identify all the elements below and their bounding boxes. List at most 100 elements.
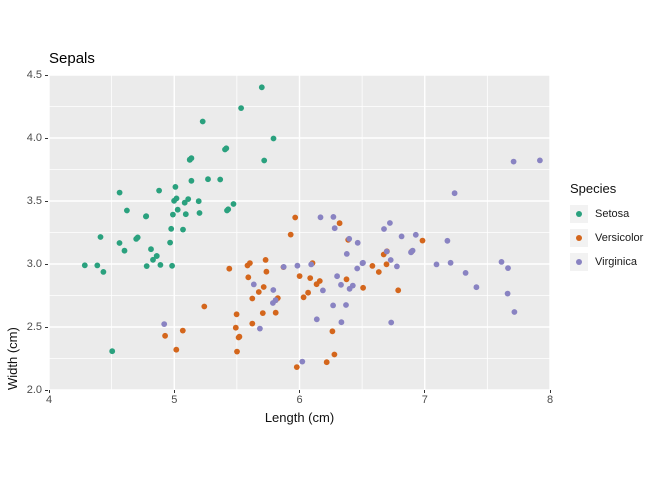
y-tick-mark bbox=[45, 137, 48, 139]
data-point-virginica bbox=[387, 220, 393, 226]
data-point-setosa bbox=[109, 348, 116, 355]
data-point-versicolor bbox=[293, 364, 300, 370]
data-point-virginica bbox=[250, 281, 257, 288]
data-point-setosa bbox=[157, 262, 164, 268]
legend-dot-icon bbox=[576, 211, 582, 217]
data-point-virginica bbox=[320, 287, 326, 294]
data-point-virginica bbox=[537, 157, 543, 164]
data-point-setosa bbox=[196, 210, 203, 216]
x-tick-label: 8 bbox=[546, 394, 554, 406]
data-point-virginica bbox=[383, 248, 390, 255]
data-point-virginica bbox=[343, 251, 350, 257]
data-point-versicolor bbox=[272, 309, 279, 316]
data-point-virginica bbox=[334, 273, 340, 280]
data-point-virginica bbox=[398, 233, 405, 240]
data-point-setosa bbox=[172, 184, 179, 190]
data-point-virginica bbox=[504, 290, 511, 297]
data-point-versicolor bbox=[296, 273, 303, 279]
data-point-setosa bbox=[224, 207, 230, 214]
data-point-setosa bbox=[195, 198, 202, 205]
data-point-virginica bbox=[462, 270, 469, 276]
data-point-virginica bbox=[394, 263, 400, 270]
data-point-setosa bbox=[180, 226, 186, 233]
data-point-setosa bbox=[270, 135, 277, 142]
x-tick-label: 5 bbox=[171, 394, 178, 406]
x-tick-mark bbox=[173, 390, 175, 393]
data-point-setosa bbox=[181, 199, 188, 206]
data-point-virginica bbox=[444, 237, 451, 244]
data-point-versicolor bbox=[173, 346, 180, 353]
data-point-setosa bbox=[261, 157, 268, 164]
legend-dot-icon bbox=[576, 259, 582, 265]
data-point-versicolor bbox=[336, 220, 343, 227]
data-point-setosa bbox=[148, 246, 154, 253]
data-point-setosa bbox=[173, 195, 180, 202]
data-point-virginica bbox=[388, 319, 395, 326]
data-point-virginica bbox=[294, 262, 301, 269]
data-point-versicolor bbox=[292, 214, 299, 221]
data-point-setosa bbox=[121, 247, 128, 254]
data-point-virginica bbox=[505, 265, 511, 271]
data-point-versicolor bbox=[179, 327, 186, 334]
data-point-versicolor bbox=[383, 261, 390, 268]
data-point-versicolor bbox=[249, 320, 256, 327]
data-point-versicolor bbox=[287, 231, 294, 238]
y-tick-label: 2.0 bbox=[26, 383, 42, 396]
data-point-virginica bbox=[338, 281, 344, 288]
data-point-setosa bbox=[188, 155, 195, 162]
data-point-virginica bbox=[299, 358, 306, 365]
data-point-versicolor bbox=[232, 324, 239, 331]
data-point-virginica bbox=[381, 226, 387, 232]
y-tick-label: 4.5 bbox=[26, 68, 42, 81]
data-point-setosa bbox=[81, 262, 88, 269]
data-point-setosa bbox=[188, 177, 195, 184]
data-point-virginica bbox=[349, 282, 356, 289]
data-point-versicolor bbox=[262, 257, 269, 263]
data-point-virginica bbox=[498, 259, 505, 265]
data-point-virginica bbox=[330, 302, 336, 309]
legend-item-virginica: Virginica bbox=[570, 253, 643, 271]
legend-key bbox=[570, 205, 588, 223]
data-point-versicolor bbox=[162, 332, 168, 339]
data-point-versicolor bbox=[419, 237, 426, 244]
legend-dot-icon bbox=[576, 235, 582, 241]
data-point-virginica bbox=[161, 321, 168, 327]
data-point-versicolor bbox=[395, 287, 402, 294]
data-point-setosa bbox=[168, 225, 175, 232]
data-point-versicolor bbox=[259, 310, 266, 316]
data-point-versicolor bbox=[226, 265, 233, 272]
y-tick-mark bbox=[45, 389, 48, 391]
data-point-setosa bbox=[156, 187, 162, 194]
legend-item-label: Setosa bbox=[595, 208, 630, 220]
data-point-virginica bbox=[280, 264, 287, 270]
data-point-virginica bbox=[447, 259, 454, 266]
y-tick-label: 4.0 bbox=[26, 131, 42, 144]
data-point-setosa bbox=[116, 189, 123, 196]
data-point-setosa bbox=[116, 240, 123, 246]
legend-item-versicolor: Versicolor bbox=[570, 229, 643, 247]
data-point-versicolor bbox=[329, 328, 336, 335]
data-point-virginica bbox=[359, 260, 366, 267]
data-point-setosa bbox=[222, 146, 228, 153]
data-point-versicolor bbox=[323, 359, 330, 366]
data-point-setosa bbox=[230, 201, 237, 207]
data-point-versicolor bbox=[201, 303, 208, 310]
data-point-versicolor bbox=[375, 269, 382, 275]
data-point-versicolor bbox=[316, 278, 323, 284]
data-point-virginica bbox=[511, 309, 518, 315]
data-point-setosa bbox=[182, 211, 189, 218]
x-tick-label: 7 bbox=[421, 394, 428, 406]
data-point-versicolor bbox=[331, 351, 338, 358]
data-point-virginica bbox=[330, 214, 337, 220]
data-point-setosa bbox=[97, 234, 104, 240]
data-point-setosa bbox=[94, 262, 101, 269]
data-point-virginica bbox=[313, 316, 320, 323]
data-point-virginica bbox=[412, 231, 419, 238]
plot-panel bbox=[49, 75, 550, 390]
data-point-versicolor bbox=[260, 284, 267, 290]
data-point-virginica bbox=[343, 302, 349, 308]
legend-item-label: Virginica bbox=[595, 256, 637, 268]
data-point-virginica bbox=[409, 247, 416, 254]
legend-item-setosa: Setosa bbox=[570, 205, 643, 223]
data-point-virginica bbox=[354, 239, 361, 246]
